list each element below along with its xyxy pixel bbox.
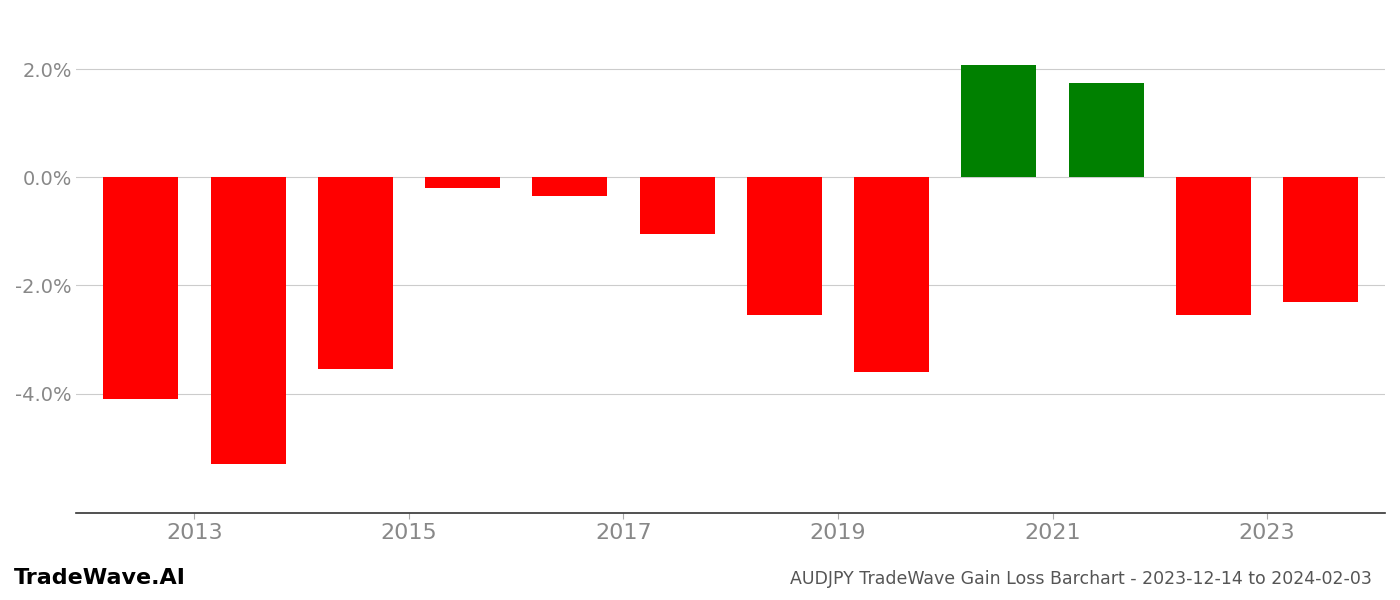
- Bar: [640, 177, 714, 234]
- Bar: [532, 177, 608, 196]
- Bar: [210, 177, 286, 464]
- Bar: [854, 177, 930, 372]
- Text: TradeWave.AI: TradeWave.AI: [14, 568, 186, 588]
- Bar: [426, 177, 500, 188]
- Bar: [962, 65, 1036, 177]
- Text: AUDJPY TradeWave Gain Loss Barchart - 2023-12-14 to 2024-02-03: AUDJPY TradeWave Gain Loss Barchart - 20…: [790, 570, 1372, 588]
- Bar: [1176, 177, 1252, 315]
- Bar: [1068, 83, 1144, 177]
- Bar: [318, 177, 393, 369]
- Bar: [104, 177, 178, 399]
- Bar: [746, 177, 822, 315]
- Bar: [1284, 177, 1358, 302]
